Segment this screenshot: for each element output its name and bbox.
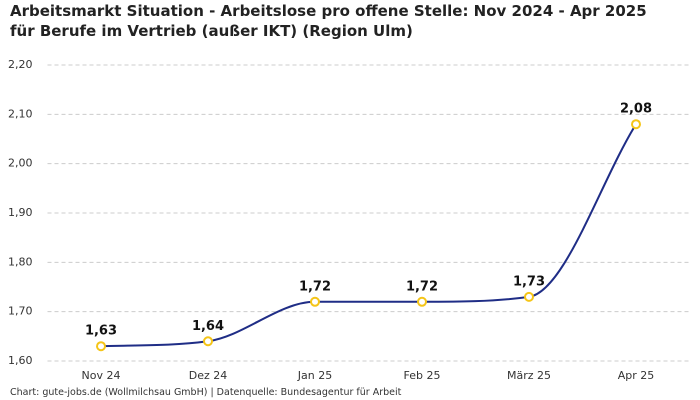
chart-title: Arbeitsmarkt Situation - Arbeitslose pro…	[10, 2, 647, 40]
y-tick-label: 1,60	[8, 354, 33, 367]
point	[96, 341, 106, 352]
y-tick-label: 2,10	[8, 107, 33, 120]
point	[417, 296, 427, 307]
value-label: 1,72	[299, 279, 331, 294]
x-tick-label: Jan 25	[297, 369, 332, 382]
y-tick-label: 1,80	[8, 255, 33, 268]
y-tick-label: 1,70	[8, 305, 33, 318]
y-tick-label: 2,00	[8, 157, 33, 170]
point	[524, 291, 534, 302]
value-label: 1,63	[85, 324, 117, 339]
x-tick-label: Nov 24	[82, 369, 121, 382]
value-label: 1,72	[406, 279, 438, 294]
point	[310, 296, 320, 307]
point	[203, 336, 213, 347]
source-note: Chart: gute-jobs.de (Wollmilchsau GmbH) …	[10, 387, 402, 398]
x-tick-label: März 25	[507, 369, 551, 382]
x-tick-label: Apr 25	[618, 369, 655, 382]
value-label: 1,64	[192, 319, 224, 334]
value-label: 2,08	[620, 102, 652, 117]
line	[100, 123, 637, 348]
value-label: 1,73	[513, 274, 545, 289]
x-tick-label: Feb 25	[404, 369, 441, 382]
x-tick-label: Dez 24	[189, 369, 228, 382]
y-tick-label: 2,20	[8, 58, 33, 71]
point	[631, 119, 641, 130]
y-tick-label: 1,90	[8, 206, 33, 219]
